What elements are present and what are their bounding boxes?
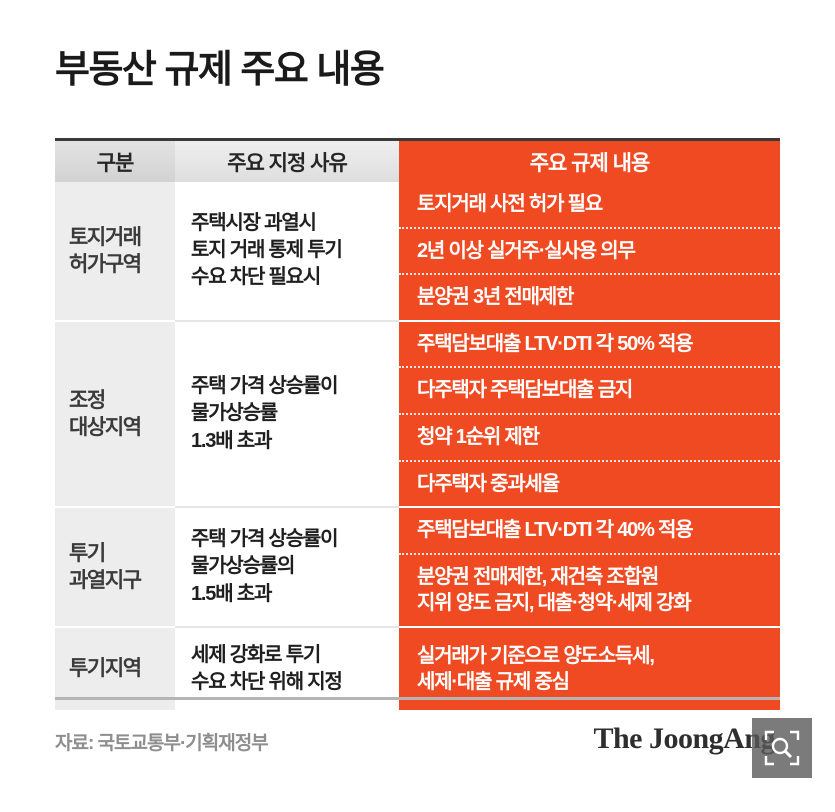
source-note: 자료: 국토교통부·기획재정부	[55, 733, 269, 754]
reason-line: 1.5배 초과	[191, 582, 272, 605]
category-line: 허가구역	[69, 252, 142, 276]
page-title: 부동산 규제 주요 내용	[55, 49, 385, 91]
reason-line: 수요 차단 필요시	[191, 266, 321, 289]
category-line: 투기	[69, 541, 106, 565]
rule-line: 실거래가 기준으로 양도소득세,	[417, 644, 655, 667]
table-cell-rules: 실거래가 기준으로 양도소득세, 세제·대출 규제 중심	[399, 627, 780, 711]
category-line: 토지거래	[69, 225, 142, 249]
rule-item: 다주택자 중과세율	[399, 459, 780, 507]
rule-item: 실거래가 기준으로 양도소득세, 세제·대출 규제 중심	[399, 634, 780, 705]
reason-line: 물가상승률	[191, 402, 278, 425]
rule-line: 청약 1순위 제한	[417, 425, 540, 448]
category-line: 대상지역	[69, 415, 142, 439]
joongang-logo: The JoongAng	[593, 722, 775, 755]
table-header-rule: 주요 규제 내용	[399, 138, 780, 182]
reason-line: 세제 강화로 투기	[191, 643, 321, 666]
reason-line: 주택 가격 상승률이	[191, 375, 339, 398]
rule-line: 주택담보대출 LTV·DTI 각 40% 적용	[417, 519, 694, 542]
reason-line: 수요 차단 위해 지정	[191, 671, 343, 694]
reason-line: 주택 가격 상승률이	[191, 528, 339, 551]
rule-line: 세제·대출 규제 중심	[417, 671, 570, 694]
reason-line: 토지 거래 통제 투기	[191, 239, 343, 262]
table-body: 토지거래 허가구역 주택시장 과열시 토지 거래 통제 투기 수요 차단 필요시 토지거래…	[55, 182, 780, 711]
table-header-reason: 주요 지정 사유	[175, 138, 399, 182]
rule-item: 주택담보대출 LTV·DTI 각 40% 적용	[399, 508, 780, 553]
table-cell-category: 투기지역	[55, 627, 175, 711]
rule-line: 지위 양도 금지, 대출·청약·세제 강화	[417, 592, 692, 615]
rule-item: 다주택자 주택담보대출 금지	[399, 366, 780, 413]
category-line: 조정	[69, 388, 106, 412]
table-grid: 구분 주요 지정 사유 주요 규제 내용	[55, 138, 780, 182]
table-header-gubun: 구분	[55, 138, 175, 182]
rule-line: 분양권 전매제한, 재건축 조합원	[417, 565, 659, 588]
regulation-table: 구분 주요 지정 사유 주요 규제 내용 토지거래 허가구역 주택시장 과열시 토지 …	[55, 138, 780, 711]
rule-item: 분양권 3년 전매제한	[399, 273, 780, 320]
rule-item: 2년 이상 실거주·실사용 의무	[399, 226, 780, 274]
category-line: 과열지구	[69, 569, 142, 593]
rule-item: 토지거래 사전 허가 필요	[399, 182, 780, 227]
rule-line: 토지거래 사전 허가 필요	[417, 193, 603, 215]
rule-line: 2년 이상 실거주·실사용 의무	[417, 239, 636, 262]
rule-line: 주택담보대출 LTV·DTI 각 50% 적용	[417, 332, 694, 355]
rule-line: 다주택자 주택담보대출 금지	[417, 379, 633, 402]
reason-line: 주택시장 과열시	[191, 212, 317, 235]
category-line: 투기지역	[69, 657, 142, 681]
rule-item: 청약 1순위 제한	[399, 412, 780, 460]
reason-line: 물가상승률의	[191, 555, 295, 578]
reason-line: 1.3배 초과	[191, 429, 272, 452]
magnifier-expand-icon	[763, 729, 801, 767]
rule-line: 분양권 3년 전매제한	[417, 286, 574, 309]
rule-line: 다주택자 중과세율	[417, 472, 560, 495]
table-bottom-rule	[55, 697, 780, 700]
zoom-button[interactable]	[752, 718, 812, 778]
rule-item: 주택담보대출 LTV·DTI 각 50% 적용	[399, 322, 780, 367]
